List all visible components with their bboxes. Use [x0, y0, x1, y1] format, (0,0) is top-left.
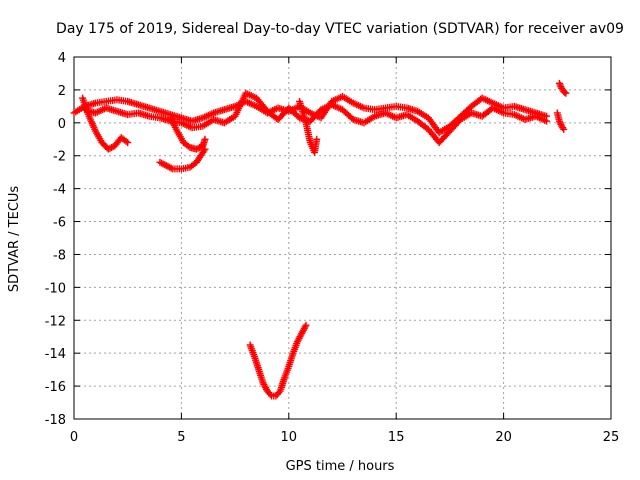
- y-tick-label: -2: [53, 150, 66, 165]
- y-tick-label: -4: [53, 183, 66, 198]
- x-tick-label: 5: [177, 430, 185, 445]
- x-tick-label: 20: [495, 430, 512, 445]
- data-point: [561, 88, 569, 96]
- data-point: [560, 125, 568, 133]
- y-tick-label: -10: [45, 281, 66, 296]
- y-tick-label: -14: [45, 347, 66, 362]
- y-tick-label: -18: [45, 413, 66, 428]
- data-point: [201, 135, 209, 143]
- data-point: [313, 135, 321, 143]
- data-point: [122, 137, 130, 145]
- plot-frame: [73, 56, 612, 420]
- data-point: [167, 164, 175, 172]
- x-tick-label: 25: [603, 430, 620, 445]
- y-tick-label: 0: [58, 117, 66, 132]
- y-tick-label: -16: [45, 380, 66, 395]
- data-point: [302, 321, 310, 329]
- x-tick-label: 0: [70, 430, 78, 445]
- y-axis-label: SDTVAR / TECUs: [7, 186, 22, 293]
- y-tick-label: 4: [58, 51, 66, 66]
- data-point: [108, 144, 116, 151]
- y-tick-label: -8: [53, 248, 66, 263]
- data-points: [70, 79, 570, 400]
- data-point: [543, 117, 551, 125]
- y-tick-label: 2: [58, 84, 66, 99]
- data-point: [196, 144, 204, 151]
- data-point: [562, 89, 570, 97]
- y-tick-label: -6: [53, 216, 66, 231]
- x-tick-label: 10: [281, 430, 298, 445]
- data-point: [124, 139, 132, 147]
- x-axis-label: GPS time / hours: [286, 459, 395, 474]
- y-tick-label: -12: [45, 314, 66, 329]
- x-tick-label: 15: [388, 430, 405, 445]
- chart-title: Day 175 of 2019, Sidereal Day-to-day VTE…: [56, 21, 624, 37]
